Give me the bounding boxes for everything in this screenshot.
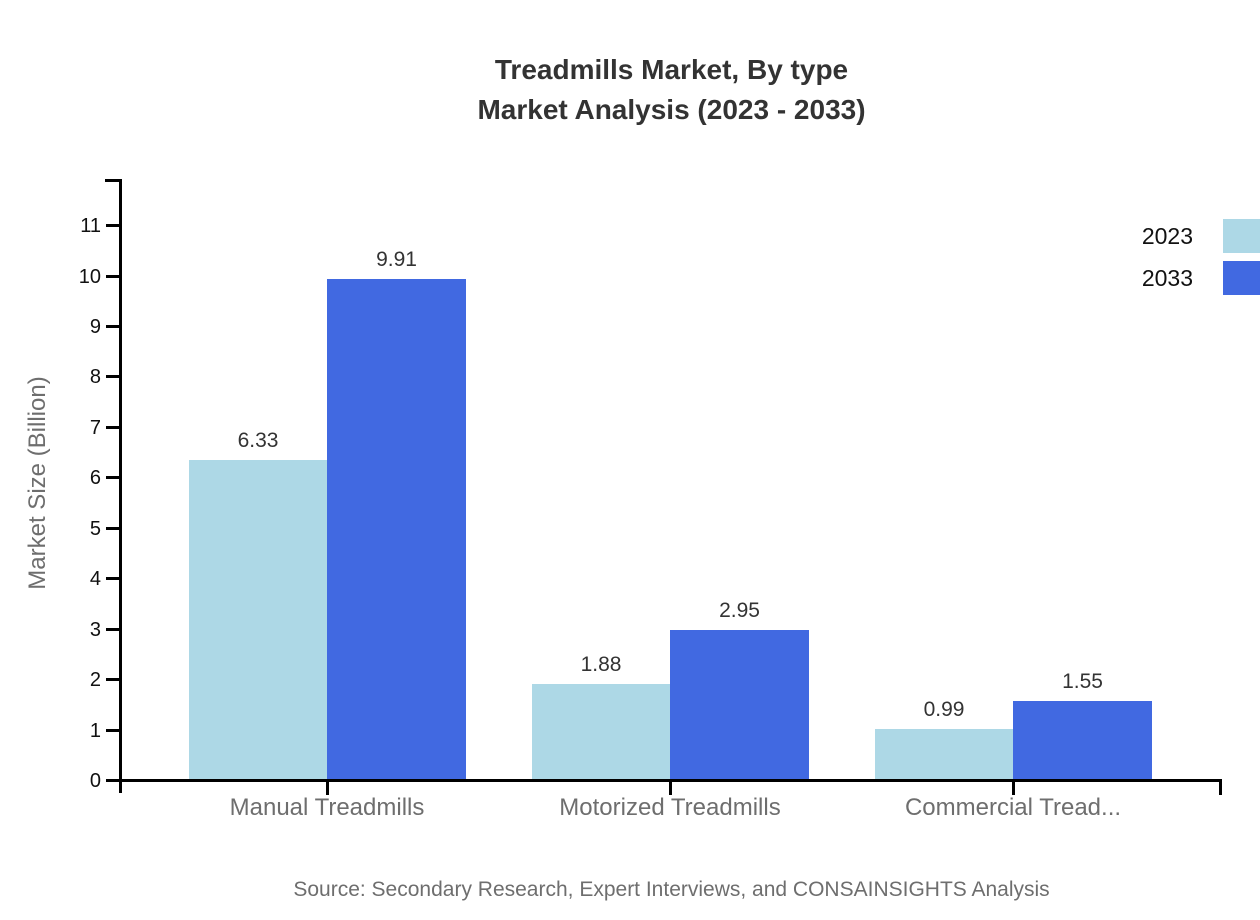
x-tick xyxy=(669,779,672,795)
y-tick xyxy=(106,224,119,228)
legend: 2023 2033 xyxy=(1142,219,1260,303)
y-tick xyxy=(106,274,119,278)
x-category-label: Commercial Tread... xyxy=(904,794,1122,821)
legend-item-2033: 2033 xyxy=(1142,261,1260,295)
y-tick xyxy=(106,627,119,631)
x-tick xyxy=(1012,779,1015,795)
legend-item-2023: 2023 xyxy=(1142,219,1260,253)
bar-2023-2 xyxy=(532,684,670,779)
y-tick-label: 9 xyxy=(89,315,101,338)
legend-label-2033: 2033 xyxy=(1141,264,1193,291)
x-axis-end-cap xyxy=(1219,779,1222,795)
legend-swatch-2023 xyxy=(1223,219,1260,253)
bar-value-label: 6.33 xyxy=(237,428,279,452)
y-tick-label: 7 xyxy=(89,416,101,439)
y-tick-label: 8 xyxy=(89,366,101,389)
source-note: Source: Secondary Research, Expert Inter… xyxy=(293,878,1050,901)
y-tick xyxy=(106,324,119,328)
bar-value-label: 1.55 xyxy=(1062,669,1103,693)
bar-value-label: 2.95 xyxy=(719,599,760,623)
y-tick-label: 10 xyxy=(78,265,101,288)
chart-title-line1: Treadmills Market, By type xyxy=(494,54,849,85)
y-tick xyxy=(106,678,119,682)
bar-2033-1 xyxy=(327,279,466,779)
y-axis-line xyxy=(119,179,122,793)
legend-label-2023: 2023 xyxy=(1141,222,1193,249)
y-tick-label: 0 xyxy=(89,770,101,792)
y-tick-label: 3 xyxy=(89,618,101,641)
y-tick xyxy=(106,728,119,732)
y-tick xyxy=(106,476,119,480)
bar-value-label: 9.91 xyxy=(376,248,417,272)
bar-value-label: 1.88 xyxy=(580,653,622,677)
bar-2023-1 xyxy=(189,459,327,779)
y-tick-label: 6 xyxy=(89,467,101,490)
y-tick xyxy=(106,425,119,429)
chart-title: Treadmills Market, By type Market Analys… xyxy=(121,50,1222,130)
bar-2023-3 xyxy=(875,729,1013,779)
y-tick-label: 11 xyxy=(80,215,101,238)
y-tick xyxy=(106,779,119,782)
y-tick xyxy=(106,577,119,581)
bar-2033-2 xyxy=(670,630,809,779)
x-category-label: Motorized Treadmills xyxy=(559,794,781,821)
y-tick xyxy=(106,526,119,530)
x-category-label: Manual Treadmills xyxy=(229,794,425,821)
y-tick-label: 1 xyxy=(89,719,101,742)
y-tick-label: 2 xyxy=(89,669,101,692)
y-tick-label: 5 xyxy=(89,517,101,540)
y-tick-label: 4 xyxy=(89,568,101,591)
legend-swatch-2033 xyxy=(1223,261,1260,295)
bar-value-label: 0.99 xyxy=(923,698,965,722)
chart-title-line2: Market Analysis (2023 - 2033) xyxy=(477,94,866,125)
y-axis-end-cap xyxy=(105,179,122,182)
y-tick xyxy=(106,375,119,379)
bar-2033-3 xyxy=(1013,700,1152,779)
x-tick xyxy=(326,779,329,795)
